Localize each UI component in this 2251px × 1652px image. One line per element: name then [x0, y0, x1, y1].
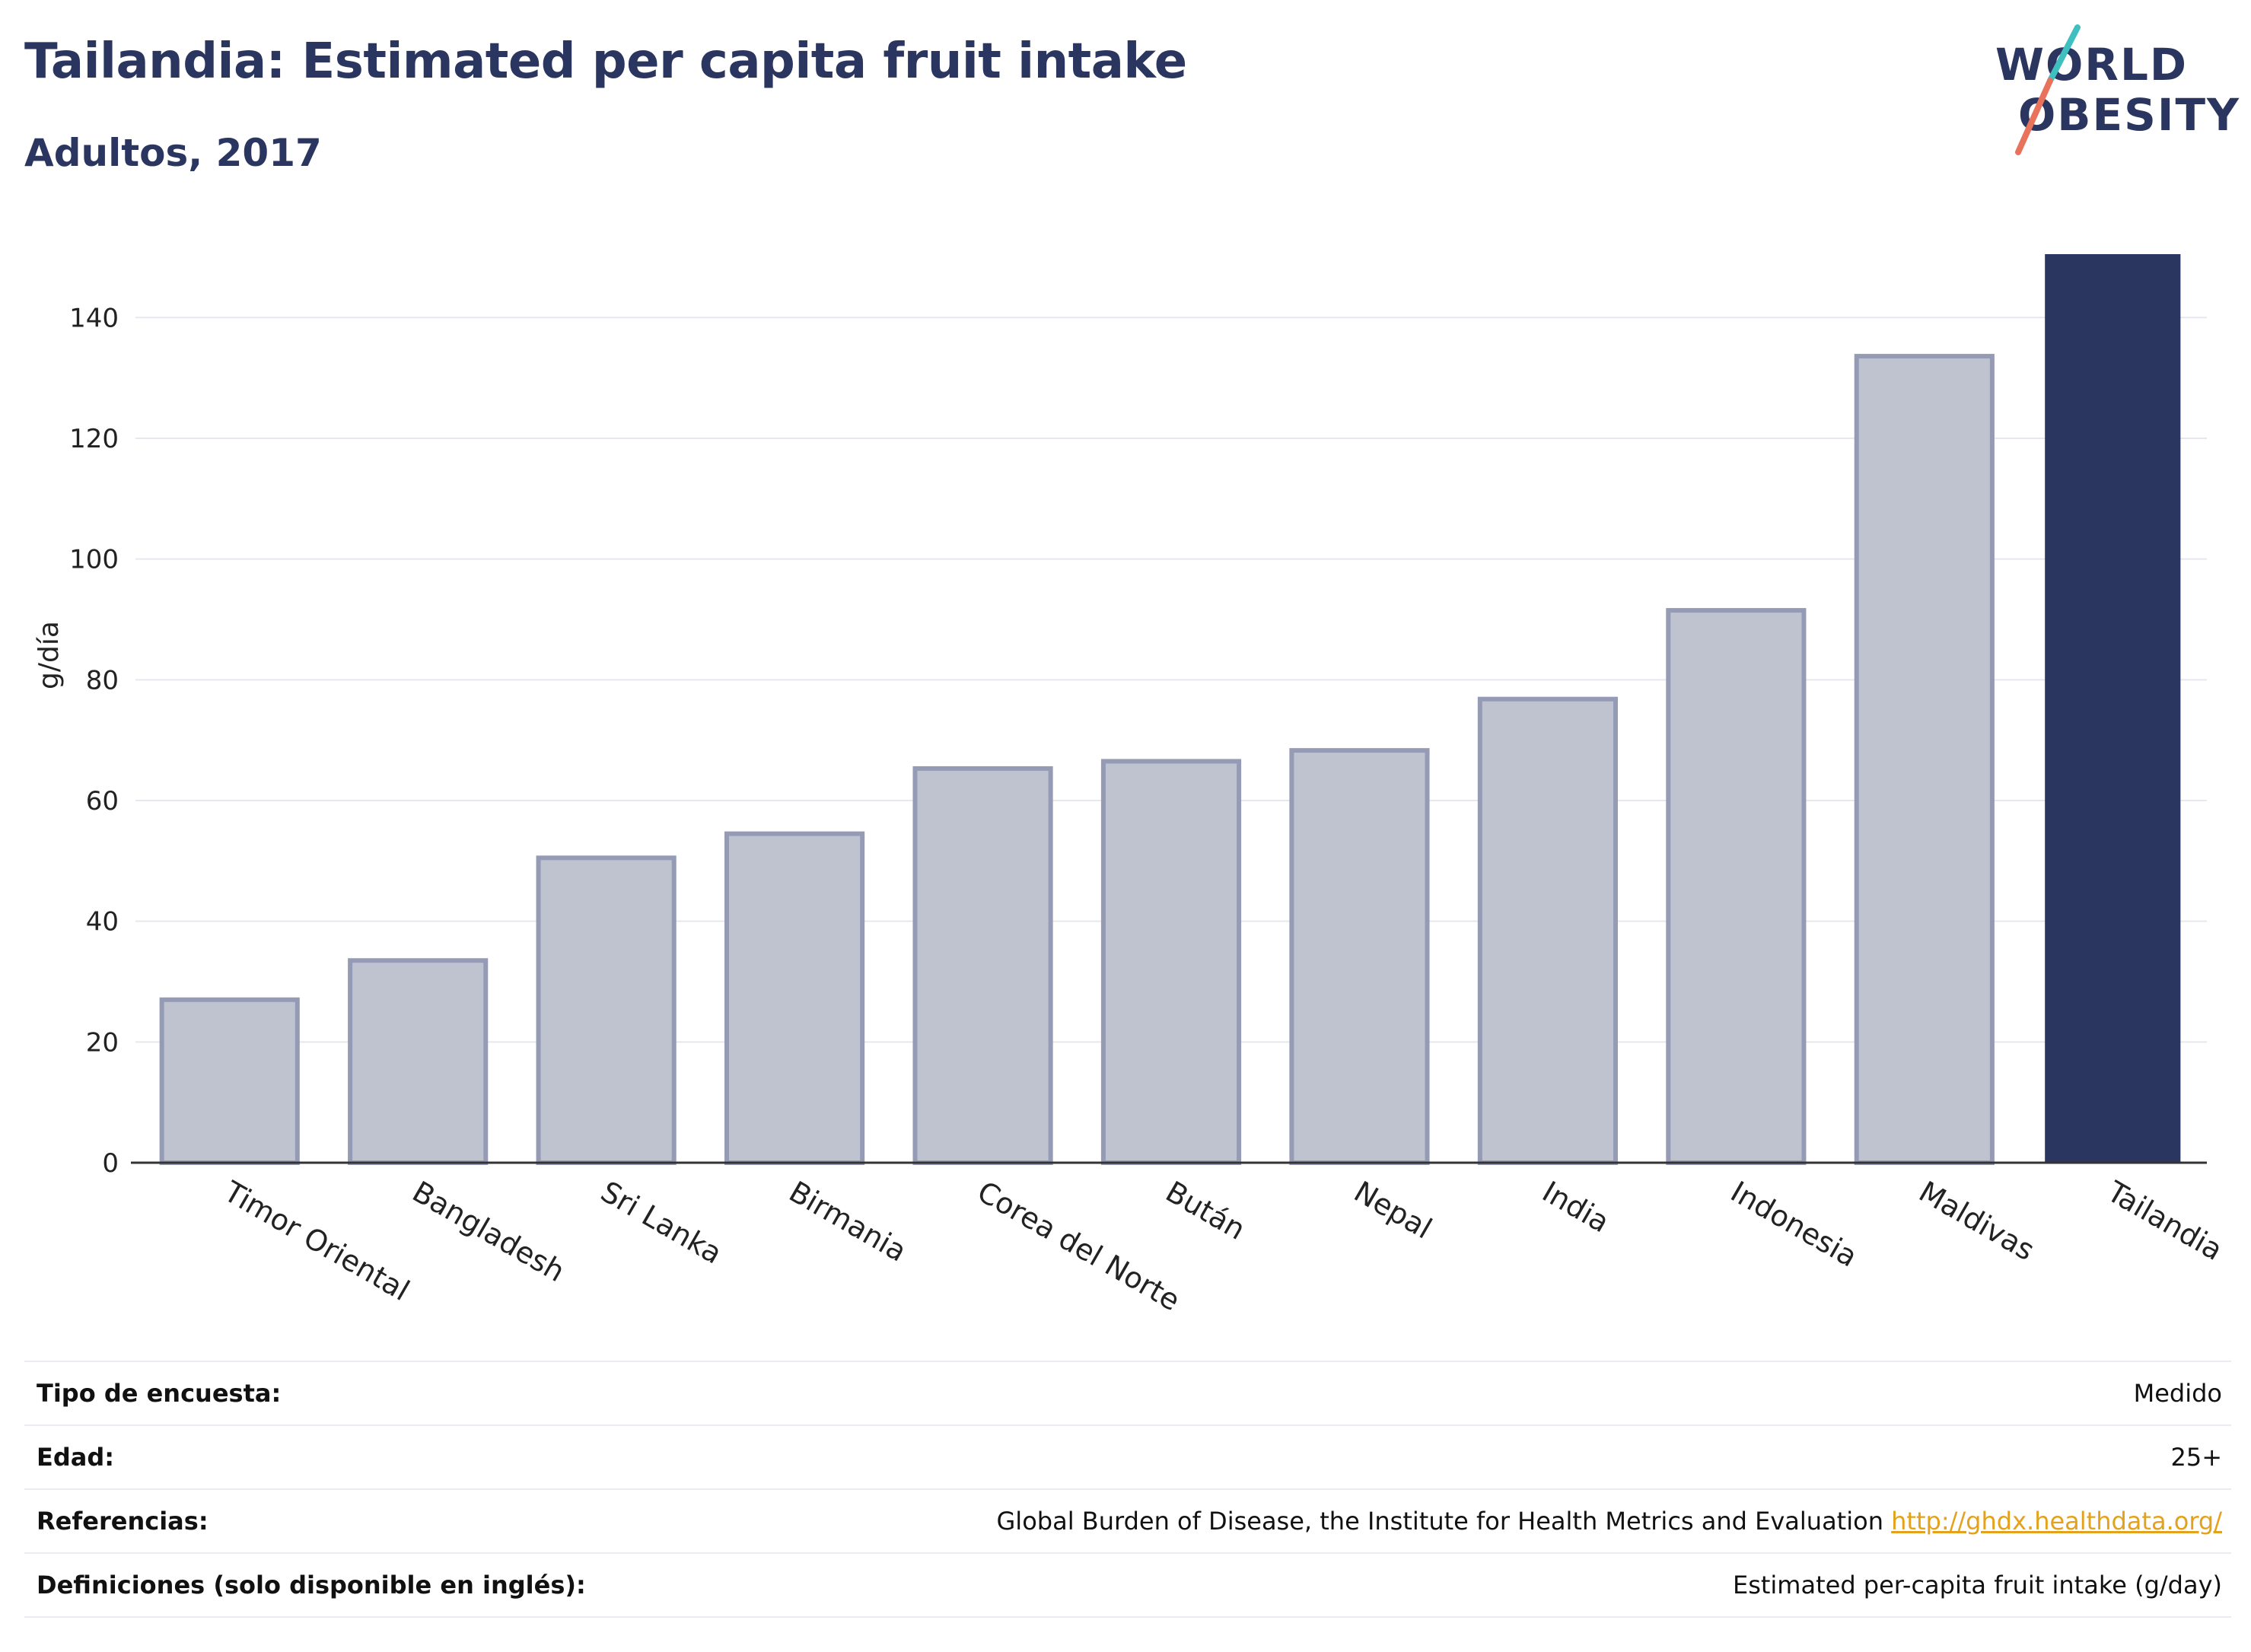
y-axis-label: g/día [33, 621, 65, 689]
x-tick-label: Timor Oriental [218, 1174, 415, 1307]
x-tick-label: Bangladesh [407, 1175, 571, 1289]
meta-label: Tipo de encuesta: [37, 1379, 282, 1408]
y-tick-label: 60 [86, 786, 119, 816]
logo-line1: WORLD [1995, 39, 2189, 91]
y-tick-label: 120 [69, 424, 119, 454]
meta-label: Referencias: [37, 1507, 209, 1536]
x-tick-label: Nepal [1348, 1175, 1438, 1246]
y-tick-label: 100 [69, 545, 119, 575]
meta-row-survey-type: Tipo de encuesta: Medido [24, 1361, 2231, 1424]
y-tick-label: 20 [86, 1027, 119, 1058]
bar-indonesia [1666, 608, 1807, 1165]
y-tick-label: 0 [102, 1148, 119, 1179]
bar-sri-lanka [536, 855, 677, 1165]
bar-timor-oriental [159, 997, 300, 1166]
x-tick-label: Bután [1161, 1175, 1251, 1246]
bar-india [1477, 696, 1618, 1165]
bar-bután [1100, 759, 1242, 1165]
meta-label: Definiciones (solo disponible en inglés)… [37, 1571, 586, 1599]
x-tick-label: Corea del Norte [972, 1175, 1186, 1318]
bar-maldivas [1854, 354, 1995, 1166]
x-tick-label: Tailandia [2101, 1174, 2228, 1267]
x-tick-label: India [1536, 1175, 1615, 1240]
bar-chart: 0 20 40 60 80 100 120 140 g/día Timor OrientalBan… [33, 254, 2228, 1318]
bar-birmania [724, 831, 865, 1165]
y-tick-label: 140 [69, 303, 119, 333]
chart-subtitle: Adultos, 2017 [24, 131, 322, 175]
meta-value: Estimated per-capita fruit intake (g/day… [1732, 1571, 2222, 1599]
x-tick-label: Birmania [784, 1175, 912, 1268]
x-tick-label: Sri Lanka [595, 1175, 728, 1271]
logo-slash-icon [2015, 24, 2081, 155]
world-obesity-logo: WORLD OBESITY [1988, 21, 2246, 166]
meta-label: Edad: [37, 1443, 115, 1472]
logo-line2: OBESITY [2018, 89, 2241, 141]
meta-value: 25+ [2170, 1443, 2222, 1472]
bar-nepal [1289, 748, 1430, 1165]
chart-title: Tailandia: Estimated per capita fruit in… [24, 33, 1187, 90]
y-tick-label: 80 [86, 665, 119, 695]
x-tick-label: Indonesia [1725, 1175, 1863, 1274]
metadata-table: Tipo de encuesta: Medido Edad: 25+ Refer… [24, 1361, 2231, 1618]
meta-value: Medido [2133, 1379, 2222, 1408]
bar-tailandia [2045, 254, 2181, 1163]
bar-bangladesh [348, 958, 489, 1165]
x-tick-label: Maldivas [1913, 1175, 2040, 1268]
meta-row-age: Edad: 25+ [24, 1424, 2231, 1488]
meta-row-references: Referencias: Global Burden of Disease, t… [24, 1488, 2231, 1552]
meta-row-definitions: Definiciones (solo disponible en inglés)… [24, 1552, 2231, 1618]
reference-link[interactable]: http://ghdx.healthdata.org/ [1891, 1507, 2222, 1536]
bar-corea-del-norte [912, 766, 1053, 1165]
y-tick-label: 40 [86, 907, 119, 937]
meta-value: Global Burden of Disease, the Institute … [996, 1507, 1883, 1536]
